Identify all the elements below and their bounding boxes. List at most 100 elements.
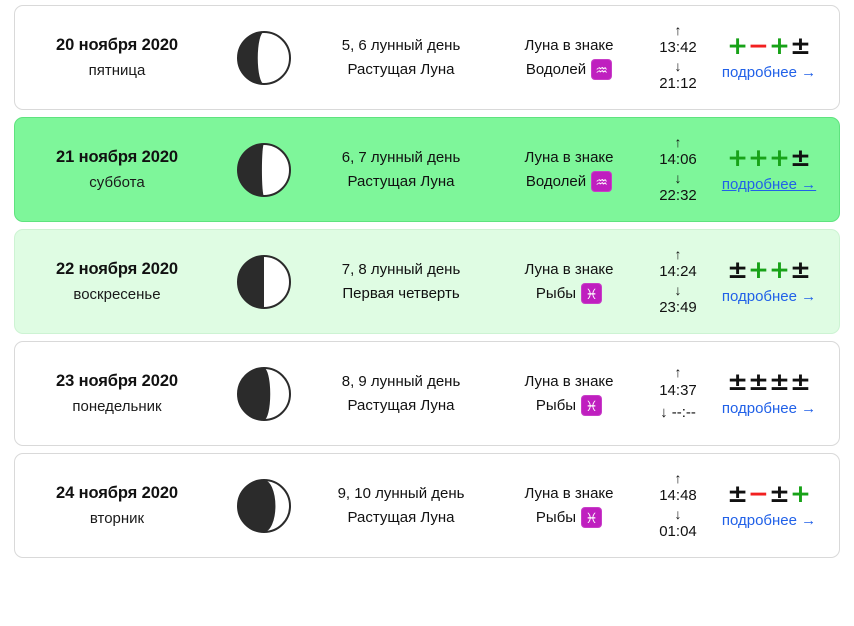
calendar-day-row[interactable]: 22 ноября 2020 воскресенье 7, 8 лунный ден… xyxy=(14,229,840,334)
day-weekday: суббота xyxy=(89,173,145,191)
rating-sign-2: − xyxy=(748,479,769,509)
moonrise-arrow-icon: ↑ xyxy=(674,133,682,150)
rating-sign-3: ± xyxy=(769,479,790,509)
rating-sign-3: + xyxy=(769,143,790,173)
pisces-icon: ♓ xyxy=(581,395,603,416)
waxing-crescent-moon-icon xyxy=(237,30,291,85)
rating-sign-1: ± xyxy=(727,255,749,285)
day-date: 21 ноября 2020 xyxy=(56,148,178,167)
day-weekday: воскресенье xyxy=(73,285,161,303)
more-details-link[interactable]: подробнее → xyxy=(721,175,817,193)
more-details-link[interactable]: подробнее → xyxy=(721,399,817,417)
zodiac-cell: Луна в знаке Рыбы ♓ xyxy=(499,482,639,530)
lunar-day-cell: 6, 7 лунный день Растущая Луна xyxy=(303,146,499,194)
lunar-day-number: 9, 10 лунный день xyxy=(337,484,465,502)
moonrise-time: 14:24 xyxy=(659,263,697,281)
pisces-icon: ♓ xyxy=(581,507,603,528)
zodiac-cell: Луна в знаке Водолей ♒ xyxy=(499,146,639,194)
lunar-day-number: 7, 8 лунный день xyxy=(341,260,461,278)
zodiac-caption: Луна в знаке xyxy=(524,484,614,502)
pisces-icon: ♓ xyxy=(581,283,603,304)
rating-cell: +−+± подробнее → xyxy=(717,33,839,81)
rating-sign-3: + xyxy=(769,255,790,285)
lunar-day-cell: 5, 6 лунный день Растущая Луна xyxy=(303,34,499,82)
zodiac-caption: Луна в знаке xyxy=(524,260,614,278)
moonrise-time: 14:06 xyxy=(659,151,697,169)
lunar-calendar-list: 20 ноября 2020 пятница 5, 6 лунный день Рас… xyxy=(0,5,854,558)
moonrise-arrow-icon: ↑ xyxy=(674,21,682,38)
rating-sign-3: + xyxy=(769,31,790,61)
moonrise-arrow-icon: ↑ xyxy=(674,469,682,486)
moonrise-arrow-icon: ↑ xyxy=(674,364,682,381)
moonset-arrow-icon: ↓ xyxy=(674,281,682,298)
moonset-arrow-icon: ↓ xyxy=(674,57,682,74)
calendar-day-row[interactable]: 24 ноября 2020 вторник 9, 10 лунный день Ра… xyxy=(14,453,840,558)
lunar-day-number: 6, 7 лунный день xyxy=(341,148,461,166)
lunar-phase-name: Растущая Луна xyxy=(347,396,455,414)
rating-cell: ±++± подробнее → xyxy=(717,257,839,305)
waxing-crescent-moon-icon xyxy=(237,142,291,197)
waxing-gibbous-moon-icon xyxy=(237,366,291,421)
moonset-time: 22:32 xyxy=(659,187,697,205)
zodiac-name: Рыбы xyxy=(535,396,577,414)
day-date: 23 ноября 2020 xyxy=(56,372,178,391)
aquarius-icon: ♒ xyxy=(591,59,613,80)
waxing-gibbous-moon-icon xyxy=(237,478,291,533)
moon-times-cell: ↑ 14:06 ↓ 22:32 xyxy=(639,134,717,206)
zodiac-name: Водолей xyxy=(525,172,587,190)
rating-signs: ±−±+ xyxy=(717,481,821,507)
moonrise-time: 14:37 xyxy=(659,382,697,400)
lunar-day-cell: 7, 8 лунный день Первая четверть xyxy=(303,258,499,306)
calendar-day-row[interactable]: 20 ноября 2020 пятница 5, 6 лунный день Рас… xyxy=(14,5,840,110)
zodiac-name-row: Рыбы ♓ xyxy=(499,506,639,530)
more-details-link[interactable]: подробнее → xyxy=(721,511,817,529)
rating-signs: ±±±± xyxy=(717,369,821,395)
lunar-day-cell: 8, 9 лунный день Растущая Луна xyxy=(303,370,499,418)
moonrise-arrow-icon: ↑ xyxy=(674,245,682,262)
day-date: 24 ноября 2020 xyxy=(56,484,178,503)
rating-sign-2: + xyxy=(748,143,769,173)
lunar-phase-name: Растущая Луна xyxy=(347,60,455,78)
date-cell: 20 ноября 2020 пятница xyxy=(15,33,225,82)
date-cell: 22 ноября 2020 воскресенье xyxy=(15,257,225,306)
lunar-day-number: 8, 9 лунный день xyxy=(341,372,461,390)
moon-times-cell: ↑ 14:37 ↓ --:-- xyxy=(639,364,717,422)
moon-phase-cell xyxy=(225,140,303,200)
calendar-day-row[interactable]: 21 ноября 2020 суббота 6, 7 лунный день Рас… xyxy=(14,117,840,222)
rating-sign-2: + xyxy=(748,255,769,285)
rating-signs: ±++± xyxy=(717,257,821,283)
day-weekday: вторник xyxy=(89,509,145,527)
date-cell: 24 ноября 2020 вторник xyxy=(15,481,225,530)
moonset-time: 21:12 xyxy=(659,75,697,93)
moonrise-time: 13:42 xyxy=(659,39,697,57)
rating-cell: ±±±± подробнее → xyxy=(717,369,839,417)
moon-phase-cell xyxy=(225,364,303,424)
zodiac-name-row: Рыбы ♓ xyxy=(499,282,639,306)
rating-sign-4: ± xyxy=(789,31,811,61)
rating-sign-2: − xyxy=(748,31,769,61)
aquarius-icon: ♒ xyxy=(591,171,613,192)
zodiac-name-row: Водолей ♒ xyxy=(499,58,639,82)
rating-signs: +−+± xyxy=(717,33,821,59)
zodiac-caption: Луна в знаке xyxy=(524,36,614,54)
rating-sign-2: ± xyxy=(748,367,769,397)
rating-sign-3: ± xyxy=(769,367,790,397)
more-details-link[interactable]: подробнее → xyxy=(721,63,817,81)
zodiac-cell: Луна в знаке Рыбы ♓ xyxy=(499,258,639,306)
moonset-time: 01:04 xyxy=(659,523,697,541)
rating-cell: ±−±+ подробнее → xyxy=(717,481,839,529)
lunar-day-cell: 9, 10 лунный день Растущая Луна xyxy=(303,482,499,530)
day-date: 22 ноября 2020 xyxy=(56,260,178,279)
day-weekday: пятница xyxy=(88,61,146,79)
rating-sign-4: + xyxy=(789,479,811,509)
lunar-phase-name: Растущая Луна xyxy=(347,508,455,526)
calendar-day-row[interactable]: 23 ноября 2020 понедельник 8, 9 лунный ден… xyxy=(14,341,840,446)
more-details-link[interactable]: подробнее → xyxy=(721,287,817,305)
moon-times-cell: ↑ 13:42 ↓ 21:12 xyxy=(639,22,717,94)
day-weekday: понедельник xyxy=(72,397,162,415)
rating-sign-4: ± xyxy=(789,255,811,285)
date-cell: 23 ноября 2020 понедельник xyxy=(15,369,225,418)
zodiac-cell: Луна в знаке Водолей ♒ xyxy=(499,34,639,82)
lunar-phase-name: Растущая Луна xyxy=(347,172,455,190)
zodiac-caption: Луна в знаке xyxy=(524,148,614,166)
